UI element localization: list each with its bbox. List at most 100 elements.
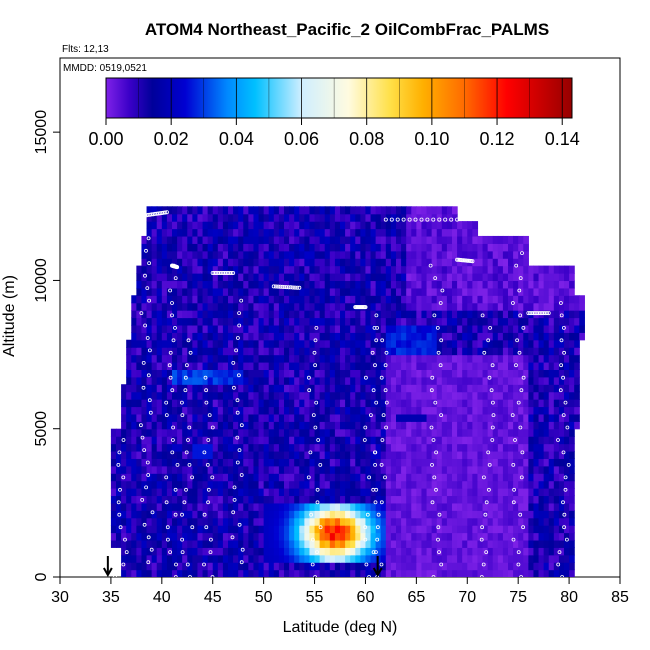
heatmap-cell (569, 354, 575, 363)
heatmap-cell (273, 465, 280, 474)
heatmap-cell (355, 428, 361, 437)
heatmap-cell (141, 384, 148, 393)
heatmap-cell (355, 347, 361, 356)
heatmap-cell (263, 310, 270, 319)
heatmap-cell (273, 480, 280, 489)
heatmap-cell (289, 473, 295, 482)
heatmap-cell (436, 480, 443, 489)
track-point (165, 525, 170, 530)
heatmap-cell (172, 332, 178, 341)
heatmap-cell (340, 310, 346, 319)
heatmap-cell (207, 465, 214, 474)
heatmap-cell (416, 539, 423, 548)
heatmap-cell (161, 391, 168, 400)
heatmap-cell (426, 213, 433, 222)
heatmap-cell (426, 206, 433, 215)
heatmap-cell (365, 517, 372, 526)
heatmap-cell (207, 510, 214, 519)
heatmap-cell (228, 428, 234, 437)
heatmap-cell (314, 280, 321, 289)
heatmap-cell (156, 502, 163, 511)
heatmap-cell (477, 399, 484, 408)
heatmap-cell (401, 221, 407, 230)
heatmap-cell (564, 339, 570, 348)
heatmap-cell (222, 413, 229, 422)
heatmap-cell (477, 243, 484, 252)
heatmap-cell (523, 450, 529, 459)
heatmap-cell (309, 495, 316, 504)
track-point (187, 425, 192, 430)
heatmap-cell (513, 250, 519, 259)
x-tick-label: 50 (255, 589, 273, 606)
heatmap-cell (126, 532, 132, 541)
heatmap-cell (151, 473, 158, 482)
heatmap-cell (207, 569, 214, 577)
heatmap-cell (385, 213, 392, 222)
heatmap-cell (146, 243, 153, 252)
heatmap-cell (177, 376, 183, 385)
heatmap-cell (355, 391, 361, 400)
heatmap-cell (284, 280, 290, 289)
heatmap-cell (177, 324, 183, 333)
heatmap-cell (406, 510, 412, 519)
heatmap-cell (421, 569, 428, 577)
heatmap-cell (284, 295, 290, 304)
heatmap-cell (202, 428, 209, 437)
heatmap-cell (518, 354, 524, 363)
heatmap-cell (136, 317, 143, 326)
heatmap-cell (411, 569, 417, 577)
heatmap-cell (426, 458, 433, 467)
heatmap-cell (446, 302, 453, 311)
heatmap-cell (355, 502, 361, 511)
heatmap-cell (294, 517, 300, 526)
heatmap-cell (334, 547, 341, 556)
heatmap-cell (441, 258, 448, 267)
heatmap-cell (202, 339, 209, 348)
heatmap-cell (523, 310, 529, 319)
heatmap-cell (523, 547, 529, 556)
heatmap-cell (543, 265, 550, 274)
heatmap-cell (146, 547, 153, 556)
heatmap-cell (502, 258, 509, 267)
heatmap-cell (385, 376, 392, 385)
heatmap-cell (233, 450, 239, 459)
heatmap-cell (248, 235, 255, 244)
track-point (438, 363, 443, 368)
heatmap-cell (452, 391, 458, 400)
heatmap-cell (457, 273, 463, 282)
heatmap-cell (513, 361, 519, 370)
heatmap-cell (401, 265, 407, 274)
heatmap-cell (380, 258, 387, 267)
heatmap-cell (110, 517, 117, 526)
heatmap-cell (233, 399, 239, 408)
heatmap-cell (518, 554, 524, 563)
heatmap-cell (217, 280, 224, 289)
track-point (175, 265, 180, 270)
heatmap-cell (192, 532, 199, 541)
heatmap-cell (411, 250, 417, 259)
heatmap-cell (172, 421, 178, 430)
heatmap-cell (228, 391, 234, 400)
heatmap-cell (217, 399, 224, 408)
heatmap-cell (553, 265, 560, 274)
heatmap-cell (482, 369, 489, 378)
heatmap-cell (207, 495, 214, 504)
heatmap-cell (268, 384, 275, 393)
heatmap-cell (299, 347, 305, 356)
heatmap-cell (482, 384, 489, 393)
heatmap-cell (253, 295, 260, 304)
heatmap-cell (375, 317, 382, 326)
heatmap-cell (569, 539, 575, 548)
heatmap-cell (441, 369, 448, 378)
heatmap-cell (518, 488, 524, 497)
heatmap-cell (421, 525, 428, 534)
heatmap-cell (370, 510, 377, 519)
heatmap-cell (207, 562, 214, 571)
heatmap-cell (197, 324, 204, 333)
heatmap-cell (263, 287, 270, 296)
heatmap-cell (182, 525, 188, 534)
heatmap-cell (538, 391, 545, 400)
heatmap-cell (390, 480, 397, 489)
heatmap-cell (222, 436, 229, 445)
heatmap-cell (436, 332, 443, 341)
